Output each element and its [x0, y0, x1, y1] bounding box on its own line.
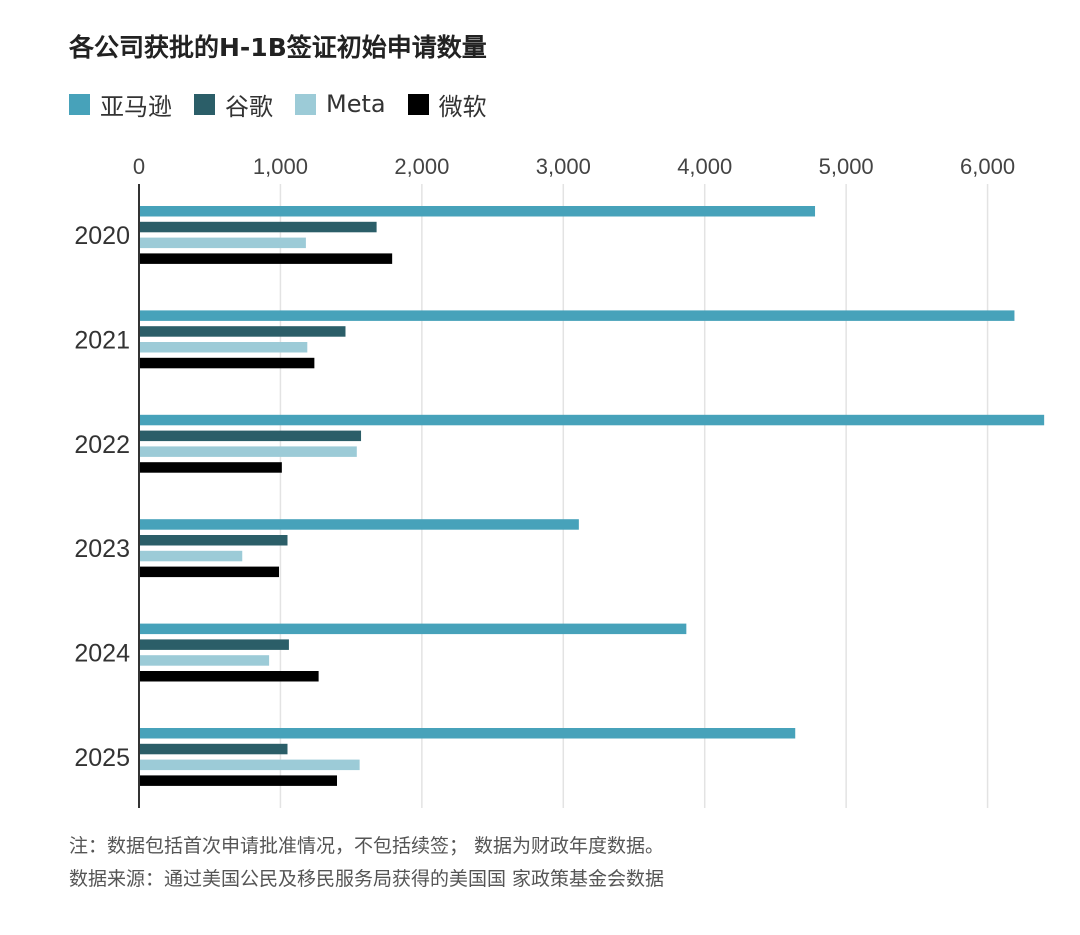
- bar: [140, 414, 1045, 426]
- legend-label-amazon: 亚马逊: [100, 92, 172, 121]
- x-tick-label: 4,000: [677, 154, 732, 179]
- bar: [140, 566, 280, 578]
- legend-item-meta: Meta: [295, 90, 386, 118]
- bar: [140, 326, 346, 337]
- category-label: 2025: [74, 744, 130, 772]
- bar: [140, 519, 579, 530]
- bar: [140, 655, 270, 666]
- chart-title: 各公司获批的H-1B签证初始申请数量: [69, 33, 487, 62]
- bar: [140, 206, 816, 217]
- bar: [140, 253, 393, 264]
- bar: [140, 310, 1015, 321]
- legend-item-amazon: 亚马逊: [69, 87, 172, 122]
- legend-label-microsoft: 微软: [438, 92, 487, 121]
- bar: [140, 430, 362, 442]
- bar: [140, 639, 289, 650]
- bar: [140, 743, 288, 755]
- bar: [140, 775, 338, 786]
- x-tick-label: 3,000: [536, 154, 591, 179]
- x-tick-label: 2,000: [394, 154, 449, 179]
- category-label: 2022: [74, 431, 130, 459]
- bar: [140, 535, 288, 546]
- category-label: 2024: [74, 640, 130, 668]
- legend-swatch-meta: [295, 93, 316, 115]
- category-label: 2023: [74, 535, 130, 563]
- x-tick-label: 1,000: [253, 154, 308, 179]
- legend-swatch-amazon: [69, 93, 90, 115]
- bar: [140, 623, 687, 635]
- x-tick-label: 5,000: [819, 154, 874, 179]
- chart-source: 数据来源：通过美国公民及移民服务局获得的美国国 家政策基金会数据: [69, 868, 665, 890]
- legend-swatch-microsoft: [407, 93, 429, 115]
- legend-item-google: 谷歌: [194, 87, 273, 122]
- legend-label-meta: Meta: [326, 90, 386, 118]
- category-label: 2021: [74, 326, 130, 354]
- bar: [140, 357, 315, 369]
- x-tick-label: 0: [133, 154, 145, 179]
- bar: [140, 728, 796, 739]
- bar: [140, 237, 306, 249]
- bar: [140, 759, 360, 771]
- legend: 亚马逊 谷歌 Meta 微软: [69, 87, 509, 122]
- chart-note: 注：数据包括首次申请批准情况，不包括续签； 数据为财政年度数据。: [69, 835, 665, 857]
- legend-item-microsoft: 微软: [407, 87, 487, 122]
- legend-label-google: 谷歌: [225, 92, 273, 121]
- category-label: 2020: [74, 222, 130, 250]
- bar: [140, 446, 357, 457]
- bar: [140, 671, 319, 682]
- bar: [140, 550, 243, 562]
- bar: [140, 221, 377, 233]
- legend-swatch-google: [194, 93, 215, 115]
- bar: [140, 342, 308, 353]
- x-tick-label: 6,000: [960, 154, 1015, 179]
- bar: [140, 462, 282, 473]
